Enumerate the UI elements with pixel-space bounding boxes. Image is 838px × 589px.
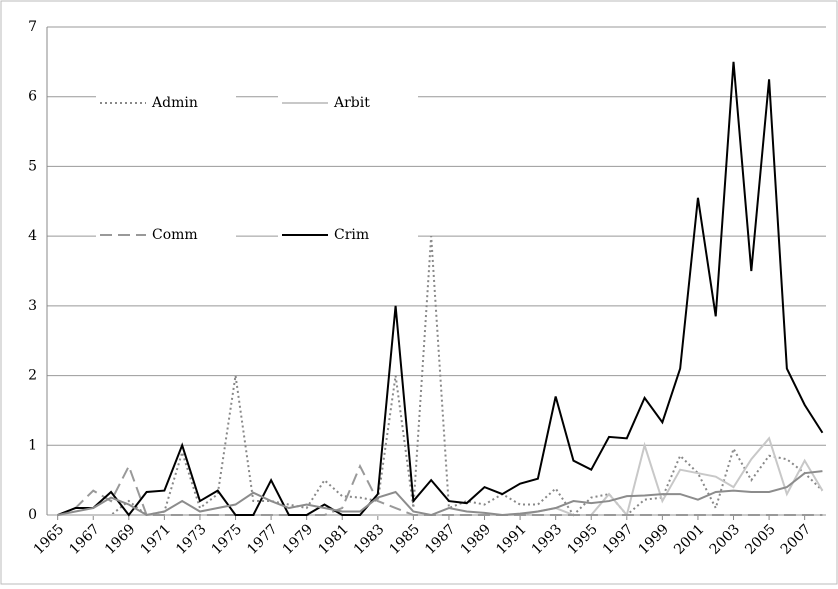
x-tick-label: 1979 <box>280 521 317 558</box>
x-tick-label: 1993 <box>529 521 566 558</box>
y-tick-label: 4 <box>28 228 37 244</box>
y-tick-label: 1 <box>28 437 37 453</box>
y-tick-label: 5 <box>28 158 37 174</box>
legend-bg <box>96 91 236 115</box>
series-line <box>57 470 823 517</box>
x-tick-label: 2001 <box>671 521 708 558</box>
series-line <box>57 61 824 517</box>
x-tick-label: 1965 <box>31 521 68 558</box>
y-tick-label: 2 <box>28 368 37 384</box>
y-tick-label: 7 <box>28 19 37 35</box>
x-tick-label: 1989 <box>458 521 495 558</box>
legend-label: Admin <box>151 95 198 111</box>
x-tick-label: 1991 <box>493 521 530 558</box>
x-tick-label: 1973 <box>173 521 210 558</box>
x-tick-label: 1987 <box>422 521 459 558</box>
x-tick-label: 1997 <box>600 521 637 558</box>
series-line <box>57 436 824 518</box>
x-tick-label: 1995 <box>564 521 601 558</box>
x-tick-label: 1985 <box>387 521 424 558</box>
x-tick-label: 1981 <box>315 521 352 558</box>
x-tick-label: 1983 <box>351 521 388 558</box>
x-tick-label: 2005 <box>742 521 779 558</box>
legend-label: Crim <box>334 227 369 243</box>
x-tick-label: 1999 <box>636 521 673 558</box>
y-tick-label: 0 <box>28 507 37 523</box>
x-tick-label: 1971 <box>138 521 175 558</box>
x-tick-label: 1969 <box>102 521 139 558</box>
x-tick-label: 1975 <box>209 521 246 558</box>
y-tick-label: 6 <box>28 89 37 105</box>
legend-label: Arbit <box>333 95 370 111</box>
x-tick-label: 2007 <box>778 521 815 558</box>
x-tick-label: 1967 <box>66 521 103 558</box>
legend-label: Comm <box>152 227 198 243</box>
y-tick-label: 3 <box>28 298 37 314</box>
x-tick-label: 2003 <box>707 521 744 558</box>
series-line <box>57 463 823 516</box>
x-tick-label: 1977 <box>244 521 281 558</box>
